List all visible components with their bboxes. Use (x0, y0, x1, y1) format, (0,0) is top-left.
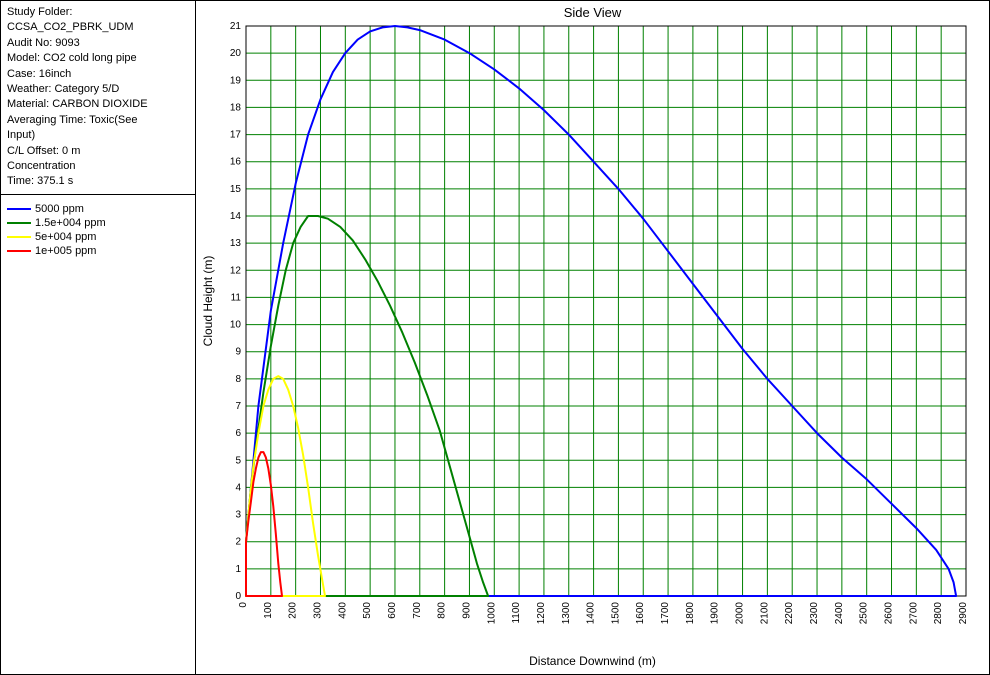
svg-text:20: 20 (230, 48, 242, 59)
svg-text:400: 400 (337, 602, 348, 619)
svg-text:15: 15 (230, 184, 242, 195)
svg-text:700: 700 (412, 602, 423, 619)
svg-text:1200: 1200 (536, 602, 547, 625)
study-info-box: Study Folder:CCSA_CO2_PBRK_UDMAudit No: … (1, 1, 195, 195)
svg-text:0: 0 (238, 602, 249, 608)
svg-text:14: 14 (230, 211, 242, 222)
legend-item: 5000 ppm (7, 203, 189, 215)
svg-text:100: 100 (263, 602, 274, 619)
info-line: Audit No: 9093 (7, 36, 189, 51)
info-line: Weather: Category 5/D (7, 82, 189, 97)
svg-text:1100: 1100 (511, 602, 522, 624)
legend-box: 5000 ppm 1.5e+004 ppm 5e+004 ppm 1e+005 ppm (1, 195, 195, 265)
svg-text:16: 16 (230, 157, 242, 168)
svg-text:1500: 1500 (610, 602, 621, 625)
legend-item: 1e+005 ppm (7, 245, 189, 257)
info-line: Study Folder: (7, 5, 189, 20)
chart-panel: Side View 010020030040050060070080090010… (196, 1, 989, 674)
svg-text:13: 13 (230, 238, 242, 249)
info-line: Model: CO2 cold long pipe (7, 51, 189, 66)
legend-item: 5e+004 ppm (7, 231, 189, 243)
svg-text:7: 7 (235, 401, 241, 412)
svg-text:1400: 1400 (586, 602, 597, 625)
svg-text:800: 800 (437, 602, 448, 619)
side-panel: Study Folder:CCSA_CO2_PBRK_UDMAudit No: … (1, 1, 196, 674)
legend-label: 1.5e+004 ppm (35, 217, 106, 229)
svg-text:5: 5 (235, 455, 241, 466)
svg-text:1700: 1700 (660, 602, 671, 625)
svg-text:200: 200 (288, 602, 299, 619)
svg-text:500: 500 (362, 602, 373, 619)
legend-swatch (7, 222, 31, 224)
svg-text:11: 11 (231, 292, 242, 303)
svg-text:4: 4 (235, 482, 241, 493)
svg-text:10: 10 (230, 320, 242, 331)
info-line: Material: CARBON DIOXIDE (7, 97, 189, 112)
svg-text:21: 21 (230, 21, 242, 32)
legend-swatch (7, 208, 31, 210)
svg-text:12: 12 (230, 265, 242, 276)
svg-text:1800: 1800 (685, 602, 696, 625)
svg-text:2300: 2300 (809, 602, 820, 625)
svg-text:2800: 2800 (933, 602, 944, 625)
info-line: Case: 16inch (7, 67, 189, 82)
x-axis-label: Distance Downwind (m) (196, 654, 989, 668)
legend-swatch (7, 250, 31, 252)
svg-text:2200: 2200 (784, 602, 795, 625)
legend-label: 1e+005 ppm (35, 245, 96, 257)
svg-text:1900: 1900 (710, 602, 721, 625)
svg-text:2900: 2900 (958, 602, 969, 625)
info-line: Input) (7, 128, 189, 143)
info-line: Averaging Time: Toxic(See (7, 113, 189, 128)
svg-text:2400: 2400 (834, 602, 845, 625)
svg-text:9: 9 (235, 347, 241, 358)
legend-label: 5000 ppm (35, 203, 84, 215)
svg-text:2: 2 (235, 537, 241, 548)
svg-text:2600: 2600 (884, 602, 895, 625)
svg-text:0: 0 (235, 591, 241, 602)
svg-text:6: 6 (235, 428, 241, 439)
svg-text:3: 3 (235, 510, 241, 521)
app-container: Study Folder:CCSA_CO2_PBRK_UDMAudit No: … (0, 0, 990, 675)
legend-label: 5e+004 ppm (35, 231, 96, 243)
info-line: Time: 375.1 s (7, 174, 189, 189)
y-axis-label: Cloud Height (m) (201, 256, 215, 347)
legend-item: 1.5e+004 ppm (7, 217, 189, 229)
svg-text:2000: 2000 (735, 602, 746, 625)
svg-text:1300: 1300 (561, 602, 572, 625)
svg-text:2500: 2500 (859, 602, 870, 625)
svg-text:900: 900 (461, 602, 472, 619)
svg-text:17: 17 (230, 130, 242, 141)
info-line: Concentration (7, 159, 189, 174)
chart-svg: 0100200300400500600700800900100011001200… (196, 1, 990, 674)
svg-text:1: 1 (235, 564, 241, 575)
svg-text:600: 600 (387, 602, 398, 619)
svg-text:2700: 2700 (908, 602, 919, 625)
svg-text:1600: 1600 (635, 602, 646, 625)
svg-text:18: 18 (230, 102, 242, 113)
svg-text:300: 300 (312, 602, 323, 619)
legend-swatch (7, 236, 31, 238)
svg-text:1000: 1000 (486, 602, 497, 625)
info-line: CCSA_CO2_PBRK_UDM (7, 20, 189, 35)
svg-text:19: 19 (230, 75, 242, 86)
info-line: C/L Offset: 0 m (7, 144, 189, 159)
svg-text:8: 8 (235, 374, 241, 385)
svg-text:2100: 2100 (759, 602, 770, 625)
